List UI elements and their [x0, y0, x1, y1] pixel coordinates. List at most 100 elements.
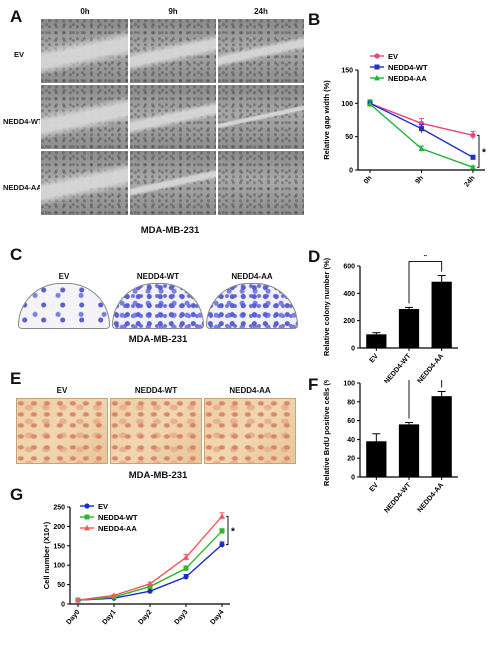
chart-d-ytick-label: 600 — [343, 264, 355, 271]
panel-letter-e: E — [10, 369, 22, 388]
chart-b-data-point — [419, 126, 424, 132]
column-label-0h: 0h — [80, 7, 90, 16]
dish-label-nedd4-aa: NEDD4-AA — [231, 272, 273, 281]
chart-g-data-point — [219, 513, 225, 519]
chart-b-legend-marker — [374, 74, 380, 81]
chart-b-gap-width: 0 50 100 150 Relative gap width (%) 0h 9h 24h EV… — [322, 52, 486, 189]
chart-g-data-point — [219, 542, 225, 548]
chart-g-ytick-label: 50 — [57, 582, 65, 589]
chart-g-legend-marker — [84, 524, 90, 531]
chart-b-data-point — [470, 154, 476, 160]
chart-b-legend-marker — [374, 64, 380, 70]
chart-g-data-point — [147, 584, 153, 590]
micrograph-nedd4-wt-0h — [40, 84, 129, 150]
chart-g-significance-star: * — [231, 526, 235, 537]
panel-letter-d: D — [308, 247, 321, 266]
chart-g-ylabel: Cell number (X10⁴) — [42, 521, 51, 589]
chart-g-data-point — [147, 580, 153, 587]
dish-label-ev: EV — [58, 272, 70, 281]
chart-g-ytick-label: 0 — [61, 602, 65, 609]
chart-f-bar — [366, 441, 387, 477]
panel-letter-g: G — [10, 485, 24, 504]
chart-b-significance-bracket — [477, 134, 480, 168]
chart-g-data-point — [219, 528, 225, 534]
chart-d-bar — [366, 334, 387, 348]
chart-d-ylabel: Relative colony number (%) — [322, 257, 331, 356]
chart-g-data-point — [75, 596, 81, 603]
chart-f-xtick-label: EV — [368, 482, 380, 494]
micrograph-nedd4-aa-24h — [217, 150, 305, 216]
chart-g-significance-bracket — [226, 515, 229, 546]
stain-image-nedd4-wt — [110, 398, 202, 464]
stain-image-ev — [16, 398, 108, 464]
row-label-nedd4-aa: NEDD4-AA — [3, 183, 42, 192]
row-label-nedd4-wt: NEDD4-WT — [3, 117, 43, 126]
micrograph-ev-0h — [40, 18, 129, 84]
chart-b-series-line — [369, 103, 474, 168]
chart-g-data-point — [183, 565, 189, 571]
panel-letter-b: B — [308, 10, 321, 29]
chart-g-ytick-label: 100 — [53, 563, 65, 570]
chart-f-xtick-label: NEDD4-AA — [417, 482, 446, 514]
chart-g-xtick-label: Day3 — [173, 609, 189, 626]
chart-b-significance-star: * — [482, 147, 486, 158]
chart-f-ytick-label: 80 — [347, 399, 355, 406]
chart-g-xtick-label: Day2 — [137, 609, 153, 626]
chart-b-data-point — [418, 145, 425, 152]
chart-g-legend-label: NEDD4-AA — [98, 524, 137, 533]
chart-b-legend-label: NEDD4-WT — [388, 63, 428, 72]
chart-f-ylabel: Relative BrdU positive cells (%) — [322, 380, 331, 486]
panel-e-caption: MDA-MB-231 — [128, 470, 188, 481]
column-label-9h: 9h — [168, 7, 178, 16]
chart-f-xtick-label: NEDD4-WT — [383, 481, 413, 514]
chart-d-xtick-label: NEDD4-WT — [383, 352, 413, 383]
panel-c-caption: MDA-MB-231 — [128, 334, 188, 345]
chart-f-ytick-label: 100 — [343, 381, 355, 388]
micrograph-ev-24h — [217, 18, 305, 84]
micrograph-nedd4-wt-24h — [217, 84, 305, 150]
chart-g-legend-marker — [84, 503, 90, 509]
chart-b-xtick-label: 0h — [363, 175, 374, 186]
panel-letter-c: C — [10, 245, 23, 264]
chart-b-ytick-label: 0 — [349, 168, 353, 175]
micrograph-nedd4-wt-9h — [129, 84, 217, 150]
chart-b-ylabel: Relative gap width (%) — [322, 80, 331, 160]
micrograph-nedd4-aa-0h — [40, 150, 129, 216]
chart-b-xtick-label: 24h — [463, 175, 476, 189]
chart-d-significance-star: * — [423, 255, 427, 263]
stain-label-nedd4-aa: NEDD4-AA — [229, 386, 271, 395]
chart-g-legend-marker — [84, 514, 90, 520]
chart-d-significance-bracket — [408, 261, 443, 304]
chart-b-data-point — [470, 132, 476, 138]
chart-d-xtick-label: NEDD4-AA — [417, 353, 446, 383]
chart-d-xtick-label: EV — [368, 353, 380, 365]
chart-g-legend-label: EV — [98, 502, 108, 511]
chart-d-ytick-label: 200 — [343, 318, 355, 325]
panel-letter-f: F — [308, 375, 319, 394]
dish-nedd4-wt — [112, 283, 204, 329]
micrograph-nedd4-aa-9h — [129, 150, 217, 216]
chart-b-ytick-label: 150 — [341, 68, 353, 75]
chart-d-ytick-label: 0 — [351, 346, 355, 353]
chart-b-ytick-label: 50 — [345, 134, 353, 141]
chart-g-xtick-label: Day4 — [209, 609, 225, 626]
chart-b-ytick-label: 100 — [341, 101, 353, 108]
chart-b-legend-label: EV — [388, 52, 398, 61]
chart-b-legend-label: NEDD4-AA — [388, 74, 427, 83]
chart-b-legend-marker — [374, 53, 380, 59]
chart-b-xtick-label: 9h — [414, 175, 425, 186]
chart-g-data-point — [147, 588, 153, 594]
chart-g-ytick-label: 250 — [53, 505, 65, 512]
chart-f-ytick-label: 0 — [351, 475, 355, 482]
stain-label-ev: EV — [56, 386, 68, 395]
panel-a-caption: MDA-MB-231 — [140, 225, 200, 236]
chart-f-brdu-cells: 0 20 40 60 80 100 Relative BrdU positive cells… — [322, 380, 458, 515]
chart-g-xtick-label: Day0 — [65, 609, 81, 626]
chart-d-ytick-label: 400 — [343, 291, 355, 298]
chart-f-significance-bracket — [408, 380, 443, 419]
stain-image-nedd4-aa — [204, 398, 296, 464]
chart-f-ytick-label: 20 — [347, 456, 355, 463]
dish-ev — [18, 283, 110, 329]
panel-letter-a: A — [10, 7, 23, 26]
